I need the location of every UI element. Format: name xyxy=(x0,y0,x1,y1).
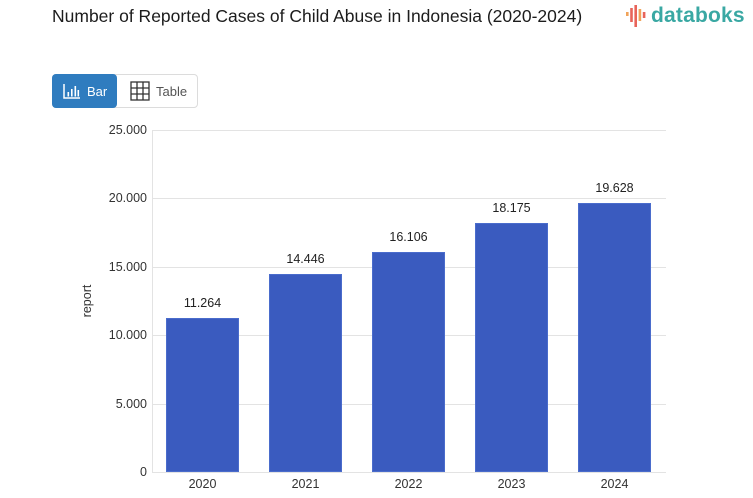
logo-text: databoks xyxy=(651,4,745,27)
logo-bars-icon xyxy=(626,5,646,27)
gridline xyxy=(152,198,666,199)
bar-value-label: 16.106 xyxy=(389,229,428,244)
x-tick: 2022 xyxy=(394,477,423,491)
view-toggle: Bar Table xyxy=(52,74,198,108)
y-tick: 0 xyxy=(140,465,147,479)
y-tick: 25.000 xyxy=(108,123,147,137)
bar-2020[interactable] xyxy=(166,317,239,472)
gridline xyxy=(152,130,666,131)
x-tick: 2023 xyxy=(497,477,526,491)
bar-2023[interactable] xyxy=(475,223,548,472)
y-tick: 10.000 xyxy=(108,328,147,342)
x-tick: 2021 xyxy=(291,477,320,491)
y-tick: 5.000 xyxy=(115,397,147,411)
bar-view-button[interactable]: Bar xyxy=(52,74,117,108)
bar-chart-icon xyxy=(63,84,80,99)
table-view-button[interactable]: Table xyxy=(117,75,187,107)
bar-2022[interactable] xyxy=(372,251,445,472)
x-axis-line xyxy=(152,472,666,473)
bar-value-label: 11.264 xyxy=(183,295,222,310)
bar-value-label: 14.446 xyxy=(286,252,325,267)
bar-value-label: 19.628 xyxy=(595,181,634,196)
y-tick: 20.000 xyxy=(108,191,147,205)
x-tick: 2024 xyxy=(600,477,629,491)
table-view-label: Table xyxy=(156,83,188,99)
bar-2024[interactable] xyxy=(578,203,651,472)
bar-2021[interactable] xyxy=(269,274,342,472)
databoks-logo[interactable]: databoks xyxy=(625,3,745,29)
x-tick: 2020 xyxy=(188,477,217,491)
table-grid-icon xyxy=(130,81,150,101)
y-tick: 15.000 xyxy=(108,260,147,274)
bar-value-label: 18.175 xyxy=(492,201,531,216)
y-axis-label: report xyxy=(80,284,94,318)
y-axis-line xyxy=(152,130,153,473)
chart-title: Number of Reported Cases of Child Abuse … xyxy=(52,6,583,26)
bar-view-label: Bar xyxy=(87,83,108,99)
